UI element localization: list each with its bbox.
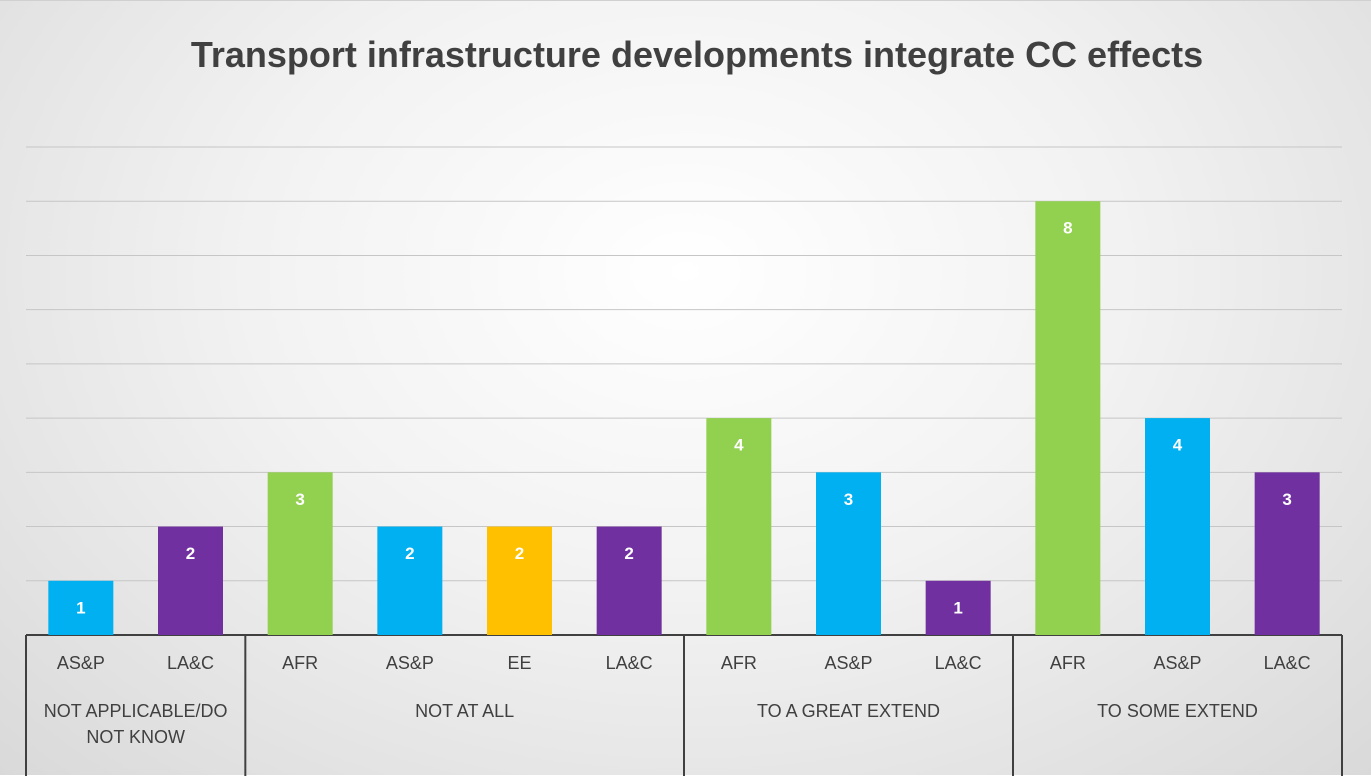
x-tick-label: EE xyxy=(507,653,532,673)
bar xyxy=(267,472,333,635)
data-label: 2 xyxy=(624,544,633,563)
bar xyxy=(706,418,772,635)
x-tick-label: AS&P xyxy=(56,653,105,673)
data-label: 2 xyxy=(515,544,524,563)
chart-title: Transport infrastructure developments in… xyxy=(190,34,1204,75)
bar xyxy=(1145,418,1210,635)
data-label: 4 xyxy=(1173,436,1183,455)
bar xyxy=(377,526,443,635)
bar xyxy=(1035,201,1101,635)
data-label: 1 xyxy=(953,598,962,617)
x-tick-label: LA&C xyxy=(934,653,982,673)
x-tick-label: LA&C xyxy=(1263,653,1311,673)
x-tick-label: AS&P xyxy=(824,653,873,673)
group-label: NOT APPLICABLE/DO NOT KNOW xyxy=(43,701,228,747)
bar xyxy=(158,526,223,635)
data-label: 4 xyxy=(734,436,744,455)
bar xyxy=(596,526,662,635)
x-tick-label: AFR xyxy=(282,653,319,673)
group-label: NOT AT ALL xyxy=(415,701,515,721)
bar xyxy=(816,472,881,635)
bar xyxy=(925,580,991,635)
x-tick-label: LA&C xyxy=(605,653,653,673)
x-tick-label: AS&P xyxy=(385,653,434,673)
data-label: 3 xyxy=(1282,490,1291,509)
x-tick-label: AFR xyxy=(720,653,757,673)
data-label: 1 xyxy=(76,598,85,617)
bar xyxy=(1254,472,1320,635)
data-label: 3 xyxy=(844,490,853,509)
x-tick-label: AS&P xyxy=(1153,653,1202,673)
group-label: TO A GREAT EXTEND xyxy=(756,701,941,721)
data-label: 2 xyxy=(405,544,414,563)
data-label: 2 xyxy=(186,544,195,563)
data-label: 3 xyxy=(295,490,304,509)
data-label: 8 xyxy=(1063,219,1072,238)
bar xyxy=(487,526,552,635)
bar xyxy=(48,580,114,635)
x-tick-label: AFR xyxy=(1049,653,1086,673)
x-tick-label: LA&C xyxy=(166,653,214,673)
group-label: TO SOME EXTEND xyxy=(1097,701,1258,721)
